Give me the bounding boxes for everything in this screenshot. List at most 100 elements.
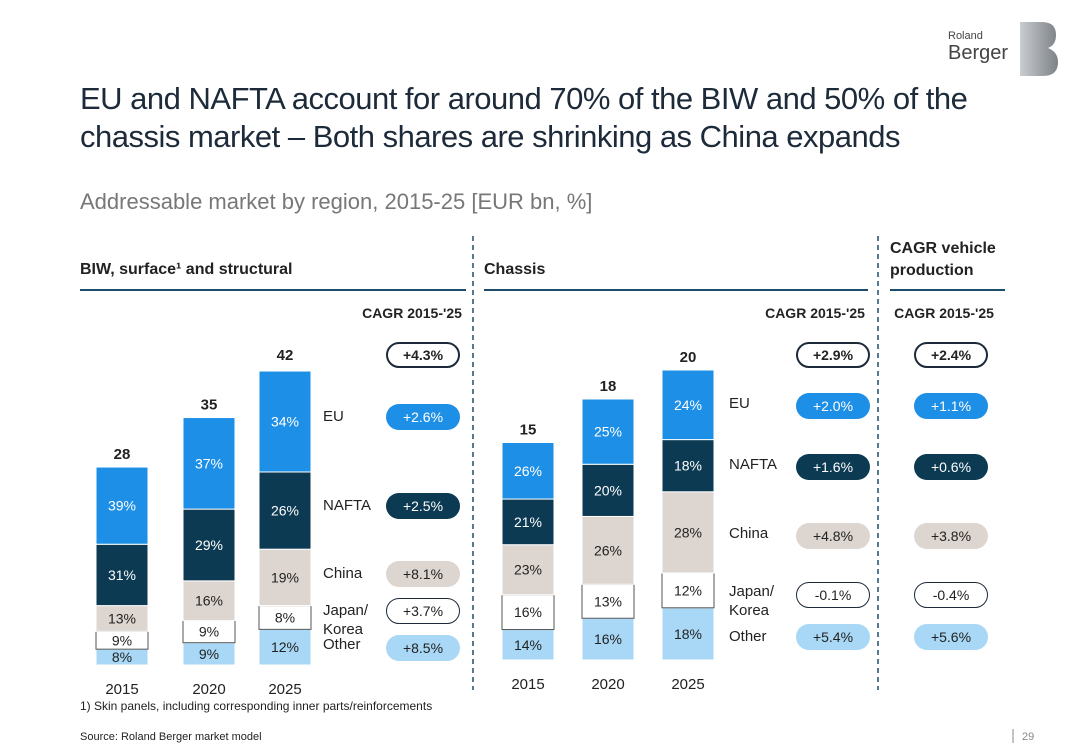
segment-label: 9% bbox=[199, 624, 219, 640]
segment-label: 16% bbox=[514, 604, 542, 620]
segment-label: 8% bbox=[275, 609, 295, 625]
cagr-pill: -0.1% bbox=[796, 582, 870, 608]
bar-total: 35 bbox=[201, 397, 218, 414]
slide-title: EU and NAFTA account for around 70% of t… bbox=[80, 81, 968, 154]
segment-label: 26% bbox=[514, 463, 542, 479]
cagr-pill: +5.6% bbox=[914, 624, 988, 650]
bar-segment bbox=[95, 605, 149, 632]
bar-total: 28 bbox=[114, 446, 131, 463]
segment-label: 18% bbox=[674, 626, 702, 642]
segment-label: 12% bbox=[674, 582, 702, 598]
segment-label: 16% bbox=[594, 631, 622, 647]
bar-segment bbox=[581, 583, 635, 619]
segment-label: 12% bbox=[271, 639, 299, 655]
cagr-pill: +1.6% bbox=[796, 454, 870, 480]
legend-label: EU bbox=[729, 395, 750, 412]
cagr-pill: +8.5% bbox=[386, 635, 460, 661]
bar-total: 42 bbox=[277, 347, 294, 364]
legend-label: China bbox=[729, 525, 769, 542]
bar-segment bbox=[258, 370, 312, 473]
bar-segment bbox=[661, 607, 715, 661]
bar-segment bbox=[501, 442, 555, 500]
x-tick-label: 2020 bbox=[192, 681, 225, 698]
bar-segment bbox=[581, 515, 635, 585]
section-title: BIW, surface¹ and structural bbox=[80, 261, 293, 278]
segment-label: 23% bbox=[514, 562, 542, 578]
logo-mark bbox=[1020, 22, 1058, 76]
source: Source: Roland Berger market model bbox=[80, 731, 262, 743]
cagr-pill: +2.6% bbox=[386, 404, 460, 430]
bar-segment bbox=[258, 628, 312, 666]
cagr-pill: +0.6% bbox=[914, 454, 988, 480]
segment-label: 13% bbox=[594, 593, 622, 609]
bar-segment bbox=[182, 508, 236, 582]
legend-label: NAFTA bbox=[729, 456, 778, 473]
segment-label: 20% bbox=[594, 482, 622, 498]
legend-label: China bbox=[323, 565, 363, 582]
legend-label: EU bbox=[323, 408, 344, 425]
cagr-pill: +5.4% bbox=[796, 624, 870, 650]
cagr-header: CAGR 2015-'25 bbox=[765, 305, 865, 321]
cagr-pill: +1.1% bbox=[914, 393, 988, 419]
legend-label: Other bbox=[729, 628, 767, 645]
segment-label: 14% bbox=[514, 637, 542, 653]
cagr-pill: +2.4% bbox=[914, 342, 988, 368]
segment-label: 26% bbox=[271, 503, 299, 519]
segment-label: 19% bbox=[271, 569, 299, 585]
segment-label: 9% bbox=[112, 632, 132, 648]
cagr-pill: -0.4% bbox=[914, 582, 988, 608]
bar-segment bbox=[182, 417, 236, 510]
segment-label: 34% bbox=[271, 414, 299, 430]
footnote: 1) Skin panels, including corresponding … bbox=[80, 699, 433, 713]
segment-label: 28% bbox=[674, 524, 702, 540]
bar-segment bbox=[661, 491, 715, 574]
cagr-pill: +3.7% bbox=[386, 598, 460, 624]
bar-segment bbox=[501, 544, 555, 596]
segment-label: 29% bbox=[195, 537, 223, 553]
bar-segment bbox=[661, 369, 715, 441]
x-tick-label: 2015 bbox=[511, 676, 544, 693]
bar-total: 18 bbox=[600, 378, 617, 395]
bar-segment bbox=[95, 543, 149, 607]
x-tick-label: 2020 bbox=[591, 676, 624, 693]
legend-label: Japan/ Korea bbox=[323, 602, 369, 638]
logo-large: Berger bbox=[948, 42, 1009, 64]
section-title: CAGR vehicle production bbox=[890, 240, 996, 279]
x-tick-label: 2025 bbox=[268, 681, 301, 698]
cagr-header: CAGR 2015-'25 bbox=[894, 305, 994, 321]
segment-label: 9% bbox=[199, 646, 219, 662]
bar-segment bbox=[661, 439, 715, 493]
legend-label: Other bbox=[323, 636, 361, 653]
bar-segment bbox=[182, 580, 236, 621]
segment-label: 37% bbox=[195, 455, 223, 471]
bar-total: 20 bbox=[680, 349, 697, 366]
bar-total: 15 bbox=[520, 422, 537, 439]
segment-label: 25% bbox=[594, 424, 622, 440]
cagr-pill: +2.9% bbox=[796, 342, 870, 368]
segment-label: 26% bbox=[594, 542, 622, 558]
bar-segment bbox=[501, 629, 555, 661]
cagr-pill: +2.5% bbox=[386, 493, 460, 519]
segment-label: 8% bbox=[112, 649, 132, 665]
x-tick-label: 2025 bbox=[671, 676, 704, 693]
cagr-pill: +2.0% bbox=[796, 393, 870, 419]
cagr-pill: +8.1% bbox=[386, 561, 460, 587]
page-number: 29 bbox=[1022, 731, 1035, 743]
x-tick-label: 2015 bbox=[105, 681, 138, 698]
cagr-pill: +3.8% bbox=[914, 523, 988, 549]
segment-label: 31% bbox=[108, 567, 136, 583]
legend-label: NAFTA bbox=[323, 497, 372, 514]
cagr-header: CAGR 2015-'25 bbox=[362, 305, 462, 321]
bar-segment bbox=[258, 471, 312, 550]
bar-segment bbox=[501, 498, 555, 546]
bar-segment bbox=[581, 398, 635, 465]
cagr-pill: +4.3% bbox=[386, 342, 460, 368]
logo-small: Roland bbox=[948, 30, 983, 42]
bar-segment bbox=[581, 463, 635, 517]
subtitle: Addressable market by region, 2015-25 [E… bbox=[80, 189, 593, 214]
segment-label: 24% bbox=[674, 397, 702, 413]
bar-segment bbox=[95, 466, 149, 545]
segment-label: 13% bbox=[108, 610, 136, 626]
